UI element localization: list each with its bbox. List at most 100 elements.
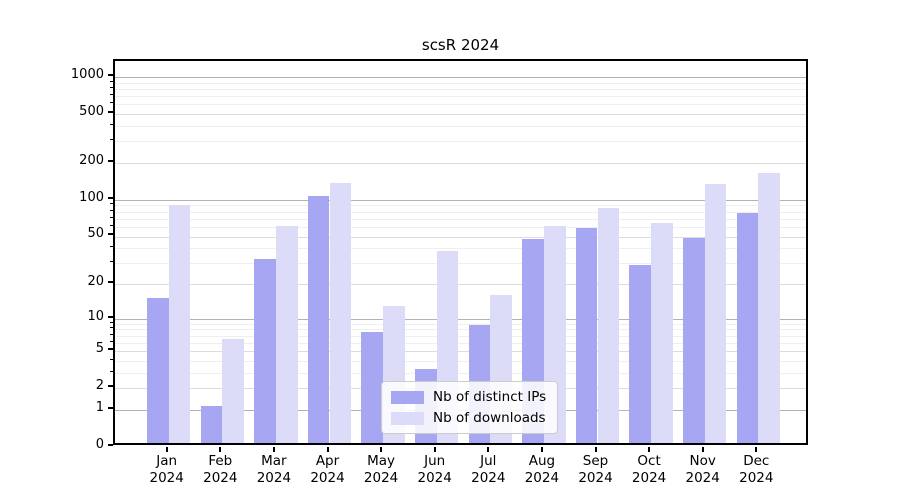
bar-downloads-dec xyxy=(758,173,780,443)
bar-downloads-nov xyxy=(704,184,727,443)
bar-ips-oct xyxy=(629,264,652,443)
y-tick-label-5: 5 xyxy=(95,341,104,357)
bar-ips-may xyxy=(361,331,384,443)
y-tick-mark-20 xyxy=(108,280,113,283)
x-tick-label-jan: Jan 2024 xyxy=(149,453,184,486)
x-tick-label-apr: Apr 2024 xyxy=(310,453,345,486)
x-tick-label-dec: Dec 2024 xyxy=(739,453,774,486)
y-tick-label-10: 10 xyxy=(87,308,104,324)
x-tick-mark-oct xyxy=(648,447,651,452)
x-tick-mark-apr xyxy=(326,447,329,452)
x-tick-mark-jul xyxy=(487,447,490,452)
y-minor-tick-mark-90 xyxy=(110,203,113,205)
legend-label-downloads: Nb of downloads xyxy=(433,410,546,426)
x-tick-mark-sep xyxy=(594,447,597,452)
y-minor-tick-mark-80 xyxy=(110,209,113,211)
y-minor-tick-mark-600 xyxy=(110,102,113,104)
y-tick-mark-5 xyxy=(108,348,113,351)
x-tick-label-may: May 2024 xyxy=(363,453,399,486)
y-tick-label-0: 0 xyxy=(95,437,104,452)
gridline-4 xyxy=(115,360,806,362)
gridline-80 xyxy=(115,211,806,213)
y-minor-tick-mark-60 xyxy=(110,224,113,226)
y-tick-mark-0 xyxy=(108,444,113,446)
gridline-700 xyxy=(115,96,806,98)
y-minor-tick-mark-9 xyxy=(110,321,113,323)
x-tick-mark-jun xyxy=(433,447,436,452)
bar-ips-apr xyxy=(307,195,330,443)
bar-downloads-sep xyxy=(597,207,620,443)
y-tick-mark-200 xyxy=(108,160,113,162)
x-tick-mark-nov xyxy=(701,447,704,452)
gridline-3 xyxy=(115,372,806,374)
gridline-90 xyxy=(115,205,806,207)
gridline-20 xyxy=(115,284,806,285)
gridline-100 xyxy=(115,199,806,201)
legend-label-distinct-ips: Nb of distinct IPs xyxy=(433,389,547,405)
y-tick-mark-2 xyxy=(108,385,113,388)
x-tick-mark-aug xyxy=(540,447,543,452)
y-tick-mark-100 xyxy=(108,196,113,199)
gridline-50 xyxy=(115,236,806,238)
gridline-800 xyxy=(115,89,806,90)
y-tick-mark-1 xyxy=(108,406,113,409)
bar-downloads-apr xyxy=(329,183,352,443)
x-tick-label-nov: Nov 2024 xyxy=(685,453,720,486)
y-minor-tick-mark-800 xyxy=(110,86,113,88)
gridline-1000 xyxy=(115,77,806,78)
x-tick-label-feb: Feb 2024 xyxy=(203,453,238,486)
gridline-8 xyxy=(115,329,806,331)
y-minor-tick-mark-40 xyxy=(110,246,113,248)
x-tick-label-aug: Aug 2024 xyxy=(524,453,560,486)
gridline-500 xyxy=(115,114,806,116)
x-tick-label-oct: Oct 2024 xyxy=(631,453,667,486)
y-tick-label-100: 100 xyxy=(79,189,104,205)
y-minor-tick-mark-900 xyxy=(110,80,113,82)
gridline-10 xyxy=(115,318,806,320)
gridline-30 xyxy=(115,263,806,265)
x-tick-mark-mar xyxy=(272,447,275,452)
x-tick-mark-may xyxy=(380,447,383,452)
chart-title: scsR 2024 xyxy=(421,36,500,54)
legend-swatch-distinct-ips xyxy=(391,390,424,404)
gridline-300 xyxy=(115,141,806,143)
bar-downloads-mar xyxy=(275,225,298,443)
y-minor-tick-mark-700 xyxy=(110,94,113,96)
bar-downloads-oct xyxy=(651,222,673,443)
gridline-70 xyxy=(115,218,806,220)
gridline-600 xyxy=(115,104,806,106)
y-minor-tick-mark-30 xyxy=(110,261,113,263)
y-tick-label-1: 1 xyxy=(95,399,104,415)
bar-downloads-feb xyxy=(222,338,244,443)
bar-downloads-jan xyxy=(168,204,191,443)
gridline-5 xyxy=(115,351,806,353)
bar-ips-dec xyxy=(736,213,759,443)
y-minor-tick-mark-400 xyxy=(110,124,113,126)
y-minor-tick-mark-6 xyxy=(110,340,113,342)
y-tick-label-50: 50 xyxy=(87,226,104,242)
x-tick-label-jul: Jul 2024 xyxy=(471,453,506,486)
legend-swatch-downloads xyxy=(391,411,424,425)
gridline-60 xyxy=(115,226,806,228)
y-minor-tick-mark-8 xyxy=(110,327,113,329)
x-tick-label-jun: Jun 2024 xyxy=(417,453,452,486)
y-minor-tick-mark-4 xyxy=(110,358,113,360)
y-tick-mark-50 xyxy=(108,233,113,236)
bar-ips-jan xyxy=(147,298,169,443)
gridline-6 xyxy=(115,342,806,344)
gridline-40 xyxy=(115,248,806,250)
x-tick-mark-dec xyxy=(755,447,758,452)
x-tick-label-mar: Mar 2024 xyxy=(256,453,292,486)
bar-ips-mar xyxy=(254,259,276,443)
y-minor-tick-mark-70 xyxy=(110,216,113,218)
y-minor-tick-mark-3 xyxy=(110,370,113,372)
x-tick-label-sep: Sep 2024 xyxy=(578,453,613,486)
plot-area: Nb of distinct IPs Nb of downloads xyxy=(113,59,808,445)
legend-item-distinct-ips: Nb of distinct IPs xyxy=(391,389,546,405)
gridline-9 xyxy=(115,323,806,325)
gridline-7 xyxy=(115,335,806,337)
legend: Nb of distinct IPs Nb of downloads xyxy=(381,381,559,434)
bar-ips-feb xyxy=(200,405,223,443)
gridline-400 xyxy=(115,126,806,127)
y-minor-tick-mark-300 xyxy=(110,139,113,141)
